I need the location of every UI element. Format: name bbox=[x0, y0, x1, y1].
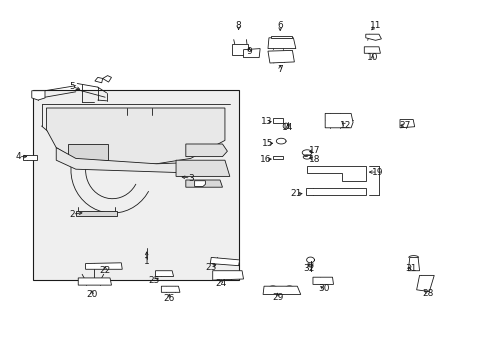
Text: 8: 8 bbox=[235, 21, 241, 30]
Polygon shape bbox=[306, 166, 365, 181]
Polygon shape bbox=[210, 257, 239, 266]
Polygon shape bbox=[194, 181, 205, 186]
Polygon shape bbox=[155, 271, 173, 276]
Text: 23: 23 bbox=[205, 263, 217, 271]
Text: 12: 12 bbox=[339, 121, 350, 130]
Text: 11: 11 bbox=[369, 21, 381, 30]
Polygon shape bbox=[23, 155, 37, 160]
Polygon shape bbox=[95, 77, 102, 83]
Polygon shape bbox=[243, 49, 260, 58]
Polygon shape bbox=[271, 36, 292, 38]
Polygon shape bbox=[161, 286, 180, 292]
Polygon shape bbox=[85, 263, 122, 269]
Polygon shape bbox=[185, 144, 227, 157]
Polygon shape bbox=[263, 286, 300, 294]
Polygon shape bbox=[272, 156, 282, 159]
Polygon shape bbox=[407, 257, 419, 271]
Polygon shape bbox=[364, 47, 380, 53]
Polygon shape bbox=[32, 91, 45, 100]
Polygon shape bbox=[312, 277, 333, 284]
Text: 31: 31 bbox=[404, 264, 416, 273]
Text: 15: 15 bbox=[262, 139, 273, 148]
Text: 7: 7 bbox=[277, 65, 283, 74]
Text: 22: 22 bbox=[99, 266, 111, 275]
Text: 21: 21 bbox=[289, 189, 301, 198]
Polygon shape bbox=[33, 90, 238, 280]
Text: 9: 9 bbox=[246, 46, 252, 55]
Text: 30: 30 bbox=[317, 284, 329, 293]
Text: 17: 17 bbox=[308, 146, 320, 155]
Polygon shape bbox=[416, 275, 433, 292]
Polygon shape bbox=[68, 144, 107, 160]
Text: 24: 24 bbox=[215, 279, 226, 288]
Text: 5: 5 bbox=[69, 82, 75, 91]
Polygon shape bbox=[325, 113, 352, 128]
Polygon shape bbox=[56, 148, 185, 173]
Polygon shape bbox=[76, 211, 117, 216]
Text: 13: 13 bbox=[260, 117, 272, 126]
Polygon shape bbox=[272, 118, 282, 123]
Text: 32: 32 bbox=[303, 264, 314, 273]
Polygon shape bbox=[212, 271, 243, 280]
Text: 4: 4 bbox=[16, 152, 21, 161]
Polygon shape bbox=[46, 108, 224, 166]
Text: 1: 1 bbox=[143, 256, 149, 266]
Polygon shape bbox=[232, 44, 248, 55]
Polygon shape bbox=[267, 38, 295, 49]
Polygon shape bbox=[365, 34, 381, 40]
Polygon shape bbox=[185, 180, 222, 187]
Text: 20: 20 bbox=[86, 290, 98, 299]
Polygon shape bbox=[305, 188, 365, 195]
Text: 10: 10 bbox=[366, 53, 378, 62]
Text: 19: 19 bbox=[371, 167, 383, 176]
Text: 3: 3 bbox=[187, 174, 193, 183]
Text: 18: 18 bbox=[308, 154, 320, 163]
Polygon shape bbox=[78, 278, 111, 285]
Text: 29: 29 bbox=[271, 293, 283, 302]
Text: 16: 16 bbox=[259, 154, 271, 163]
Text: 27: 27 bbox=[398, 121, 410, 130]
Polygon shape bbox=[399, 120, 414, 128]
Polygon shape bbox=[176, 160, 229, 176]
Text: 6: 6 bbox=[277, 21, 283, 30]
Polygon shape bbox=[267, 50, 294, 63]
Text: 25: 25 bbox=[148, 276, 160, 284]
Text: 26: 26 bbox=[163, 294, 175, 303]
Text: 28: 28 bbox=[421, 289, 433, 298]
Polygon shape bbox=[102, 76, 111, 82]
Text: 2: 2 bbox=[69, 210, 75, 219]
Text: 14: 14 bbox=[281, 123, 293, 132]
